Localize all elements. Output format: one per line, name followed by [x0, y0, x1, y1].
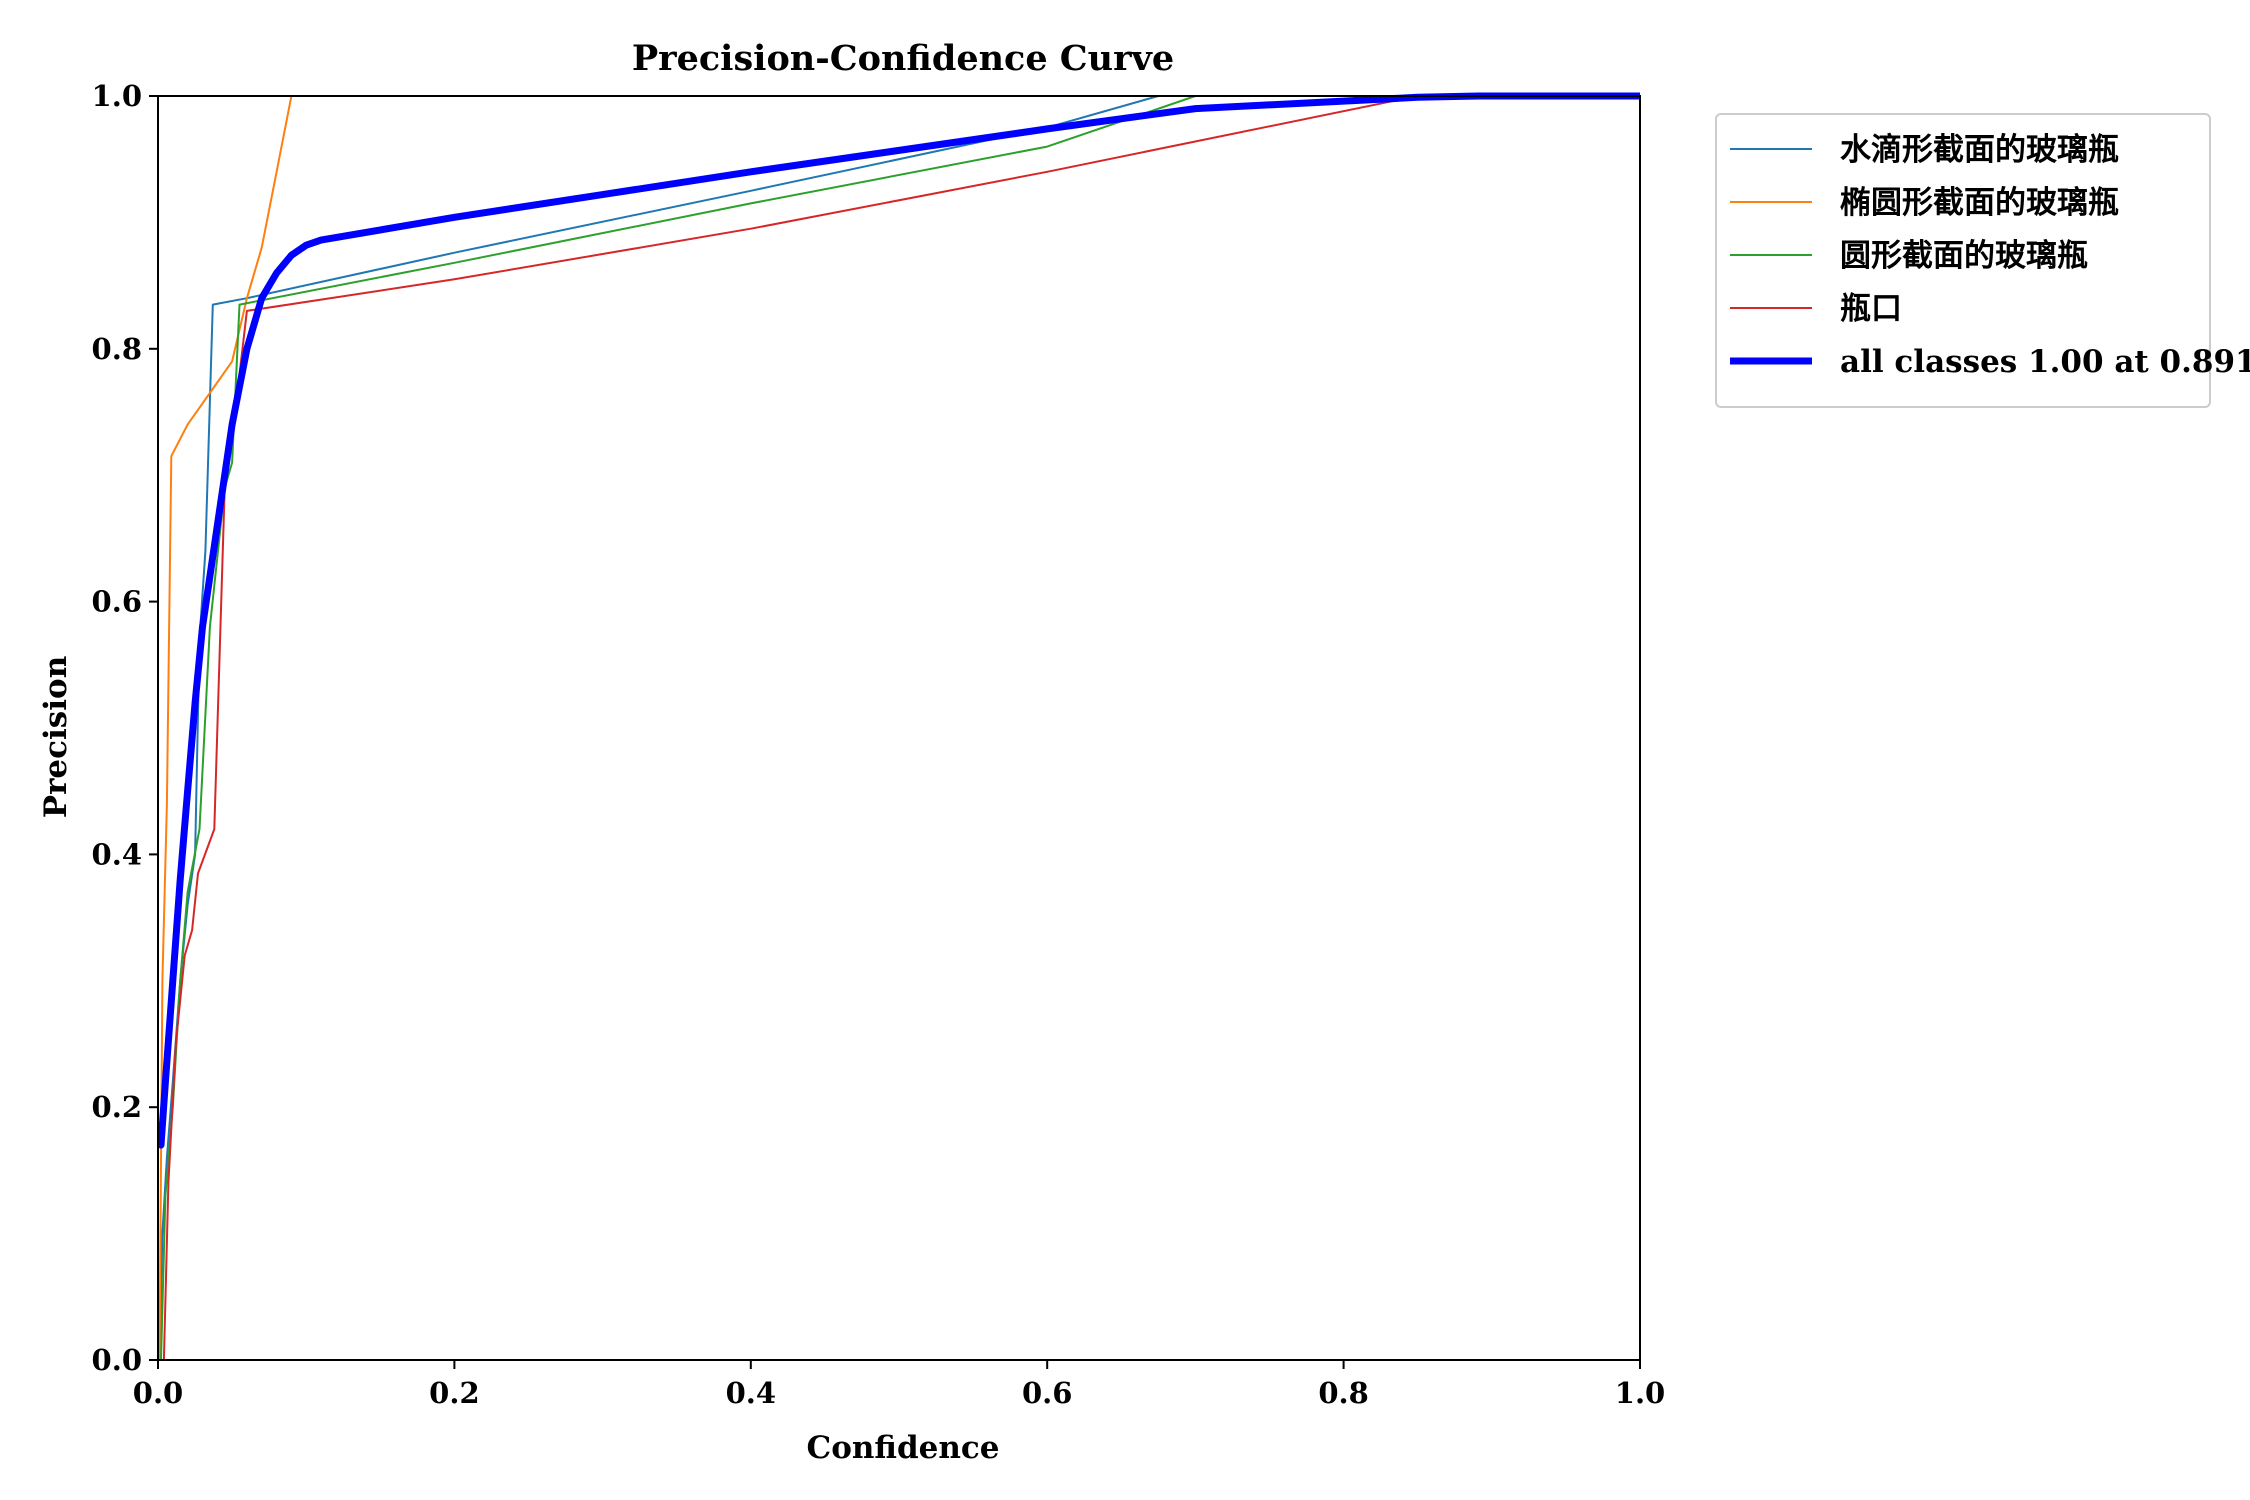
x-tick-label: 0.2	[429, 1376, 479, 1410]
y-tick-label: 0.2	[92, 1090, 142, 1124]
x-tick-label: 1.0	[1615, 1376, 1665, 1410]
legend-label-2: 椭圆形截面的玻璃瓶	[1840, 185, 2119, 221]
x-tick-label: 0.4	[726, 1376, 776, 1410]
y-tick-label: 0.0	[92, 1343, 142, 1377]
legend-label-1: 水滴形截面的玻璃瓶	[1840, 132, 2119, 168]
series-line-5	[158, 92, 1640, 1149]
y-tick-label: 0.4	[92, 837, 142, 871]
axes-frame	[157, 95, 1641, 1361]
x-tick-label: 0.0	[133, 1376, 183, 1410]
x-tick-label: 0.8	[1318, 1376, 1368, 1410]
y-tick-label: 0.6	[92, 585, 142, 619]
legend-box	[1715, 113, 2211, 408]
x-axis-label: Confidence	[807, 1430, 1000, 1466]
series-layer	[158, 92, 1640, 1360]
axes-layer: 0.0 0.2 0.4 0.6 0.8 1.0 0.0 0.2 0.4 0.6 0.8 1.0	[92, 79, 1666, 1410]
y-axis-label: Precision	[38, 656, 74, 818]
series-line-1	[158, 95, 1640, 1360]
y-tick-label: 1.0	[92, 79, 142, 113]
legend-label-4: 瓶口	[1840, 291, 1902, 327]
x-tick-label: 0.6	[1022, 1376, 1072, 1410]
legend-label-5: all classes 1.00 at 0.891	[1840, 344, 2250, 380]
chart-title: Precision-Confidence Curve	[632, 38, 1174, 79]
legend-label-3: 圆形截面的玻璃瓶	[1840, 238, 2088, 274]
y-tick-label: 0.8	[92, 332, 142, 366]
series-line-2	[158, 95, 1640, 1360]
